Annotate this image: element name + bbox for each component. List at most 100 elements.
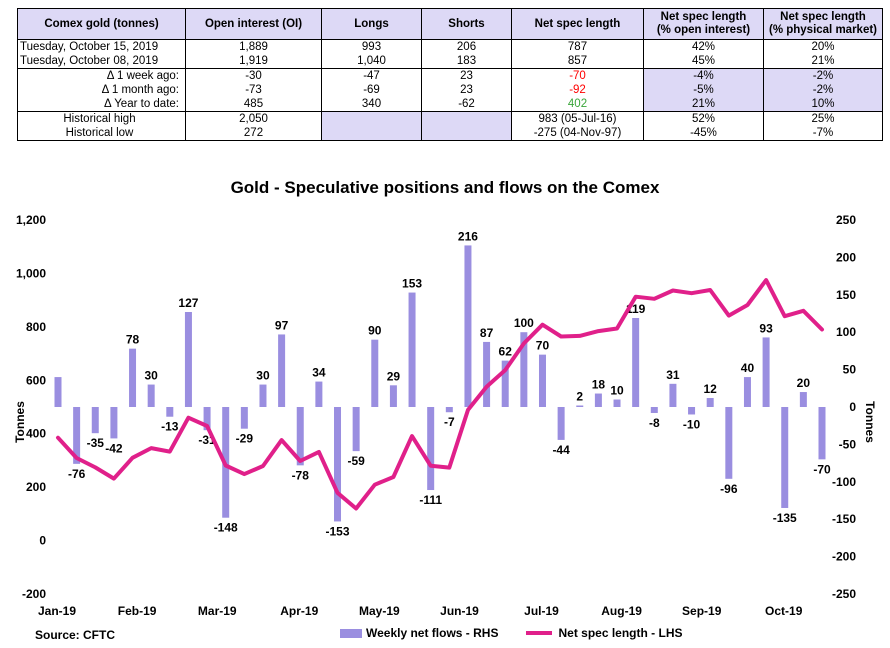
flow-bar	[445, 407, 453, 413]
table-cell	[421, 126, 512, 141]
bar-data-label: -13	[161, 420, 179, 434]
bar-data-label: -70	[813, 462, 831, 476]
chart-legend: Weekly net flows - RHS Net spec length -…	[340, 626, 683, 640]
table-cell: 10%	[763, 97, 883, 112]
bar-data-label: 153	[402, 277, 422, 291]
right-axis-tick: 0	[849, 400, 856, 414]
flow-bar	[576, 405, 584, 407]
table-cell: -275 (04-Nov-97)	[511, 126, 644, 141]
bar-data-label: 93	[759, 321, 773, 335]
bar-data-label: 29	[387, 369, 401, 383]
right-axis-tick: 200	[836, 250, 856, 264]
table-cell: 21%	[643, 97, 764, 112]
table-cell: 42%	[643, 39, 764, 54]
table-cell: 485	[185, 97, 322, 112]
table-row: Δ Year to date: 485 340 -62 402 21% 10%	[17, 97, 883, 112]
flow-bar	[147, 384, 155, 407]
flow-bar	[688, 407, 696, 415]
table-header-cell: Comex gold (tonnes)	[17, 8, 186, 40]
right-axis-tick: -50	[839, 437, 857, 451]
left-axis-tick: -200	[22, 587, 46, 601]
left-axis-tick: 400	[26, 427, 46, 441]
table-row: Tuesday, October 15, 2019 1,889 993 206 787 4…	[17, 39, 883, 54]
left-axis-tick: 600	[26, 373, 46, 387]
flow-bar	[389, 385, 397, 407]
table-cell	[321, 111, 422, 126]
bar-data-label: 31	[666, 368, 680, 382]
flow-bar	[240, 407, 248, 429]
bar-data-label: -44	[552, 443, 570, 457]
table-cell: Historical low	[17, 126, 186, 141]
table-cell: 45%	[643, 54, 764, 69]
bar-data-label: -10	[683, 417, 701, 431]
flow-bar	[725, 407, 733, 479]
flow-bar	[613, 399, 621, 407]
left-axis-tick: 800	[26, 320, 46, 334]
bar-data-label: -29	[236, 432, 254, 446]
flow-bar	[166, 407, 174, 417]
table-cell: Tuesday, October 08, 2019	[17, 54, 186, 69]
flow-bar	[110, 407, 118, 439]
bar-data-label: 127	[178, 296, 198, 310]
x-axis-tick: Oct-19	[765, 604, 803, 618]
table-cell: -4%	[643, 68, 764, 83]
flow-bar	[91, 407, 99, 434]
bar-data-label: 18	[592, 378, 606, 392]
legend-bar-swatch	[340, 628, 362, 638]
source-note: Source: CFTC	[35, 628, 116, 642]
flow-bar	[650, 407, 658, 413]
table-cell: 340	[321, 97, 422, 112]
bar-data-label: -59	[347, 454, 365, 468]
left-axis-title: Tonnes	[13, 401, 27, 443]
bar-data-label: -7	[444, 415, 455, 429]
bar-data-label: 40	[741, 361, 755, 375]
table-cell: Historical high	[17, 111, 186, 126]
table-cell: 2,050	[185, 111, 322, 126]
flow-bar	[520, 332, 528, 407]
bar-data-label: 216	[458, 229, 478, 243]
table-row: Tuesday, October 08, 2019 1,919 1,040 183 85…	[17, 54, 883, 69]
table-cell: -30	[185, 68, 322, 83]
chart-title: Gold - Speculative positions and flows o…	[230, 178, 660, 197]
table-cell: -7%	[763, 126, 883, 141]
flow-bar	[73, 407, 81, 464]
table-cell: -2%	[763, 83, 883, 97]
bar-data-label: 90	[368, 324, 382, 338]
bar-data-label: -35	[87, 436, 105, 450]
table-cell: -45%	[643, 126, 764, 141]
x-axis-tick: Feb-19	[118, 604, 157, 618]
flow-bar	[352, 407, 360, 452]
bar-data-label: -153	[325, 524, 349, 538]
flow-bar	[557, 407, 565, 440]
table-cell: 983 (05-Jul-16)	[511, 111, 644, 126]
bar-data-label: -78	[292, 468, 310, 482]
table-cell: 25%	[763, 111, 883, 126]
table-header-cell: Net spec length (% physical market)	[763, 8, 883, 40]
x-axis-tick: Jul-19	[524, 604, 559, 618]
table-header-cell: Longs	[321, 8, 422, 40]
bar-data-label: 2	[576, 390, 583, 404]
bar-data-label: 97	[275, 318, 289, 332]
table-cell: 52%	[643, 111, 764, 126]
bar-data-label: -135	[773, 511, 797, 525]
legend-line-label: Net spec length - LHS	[558, 626, 683, 640]
table-row: Δ 1 week ago: -30 -47 23 -70 -4% -2%	[17, 68, 883, 83]
flow-bar	[278, 334, 286, 407]
left-axis-tick: 1,000	[16, 266, 46, 280]
bar-data-label: 20	[797, 376, 811, 390]
right-axis-tick: 50	[843, 363, 857, 377]
table-cell: -73	[185, 83, 322, 97]
flow-bar	[315, 381, 323, 407]
table-cell: 20%	[763, 39, 883, 54]
flow-bar	[259, 384, 267, 407]
net-spec-line	[56, 278, 824, 511]
flow-bar	[296, 407, 304, 466]
legend-line-swatch	[526, 631, 553, 635]
bar-data-label: 10	[610, 384, 624, 398]
table-row: Δ 1 month ago: -73 -69 23 -92 -5% -2%	[17, 83, 883, 97]
flow-bar	[594, 393, 602, 407]
bar-data-label: 62	[499, 345, 513, 359]
table-cell	[321, 126, 422, 141]
flow-bar	[632, 317, 640, 407]
